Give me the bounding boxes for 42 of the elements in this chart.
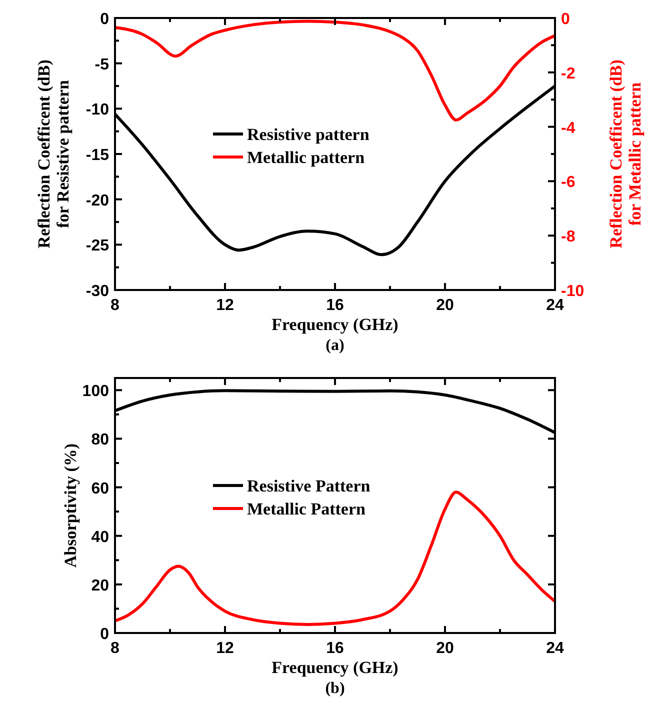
x-tick-label: 24 (546, 297, 564, 314)
y-axis-title: Absorptivity (%) (61, 443, 80, 568)
y-tick-label: -20 (86, 192, 110, 210)
y2-tick-label: -10 (561, 283, 584, 300)
x-tick-label: 16 (326, 297, 344, 314)
x-axis-title: Frequency (GHz) (272, 315, 398, 334)
y-tick-label: 100 (82, 383, 110, 400)
y-tick-label: -30 (86, 283, 110, 300)
y-tick-label: 0 (100, 11, 110, 28)
y-tick-label: 40 (91, 528, 110, 546)
y-tick-label: -10 (86, 102, 110, 119)
text: (a) (326, 337, 344, 354)
line-series (114, 20, 556, 122)
x-tick-label: 12 (216, 640, 234, 657)
y-tick-label: 80 (91, 432, 110, 449)
y-axis-title: Reflection Coefficent (dB) for Resistive pattern (34, 60, 72, 248)
legend-label: Metallic Pattern (247, 500, 366, 518)
y2-tick-label: -4 (561, 120, 576, 137)
text: (b) (325, 680, 345, 697)
x-tick-label: 16 (326, 640, 344, 657)
x-tick-label: 8 (110, 640, 120, 657)
y-tick-label: -5 (94, 56, 110, 74)
legend-label: Resistive pattern (247, 125, 370, 144)
y-tick-label: -25 (86, 238, 110, 255)
y-tick-label: 60 (91, 480, 110, 498)
legend-label: Metallic pattern (247, 148, 366, 167)
legend-label: Resistive Pattern (247, 476, 371, 496)
y2-tick-label: -8 (561, 228, 576, 246)
x-tick-label: 8 (110, 297, 120, 314)
x-tick-label: 12 (216, 297, 234, 314)
y-tick-label: -15 (86, 147, 110, 164)
y2-tick-label: -6 (561, 174, 576, 192)
x-tick-label: 20 (436, 297, 454, 314)
x-tick-label: 20 (436, 640, 454, 657)
y-tick-label: 20 (91, 577, 110, 594)
y2-axis-title: Reflection Coefficent (dB) for Metallic pattern (606, 60, 644, 248)
line-series (114, 490, 556, 626)
y2-tick-label: -2 (561, 65, 576, 82)
y2-tick-label: 0 (561, 11, 570, 28)
x-axis-title: Frequency (GHz) (272, 658, 398, 677)
x-tick-label: 24 (546, 640, 564, 657)
y-tick-label: 0 (100, 626, 110, 643)
